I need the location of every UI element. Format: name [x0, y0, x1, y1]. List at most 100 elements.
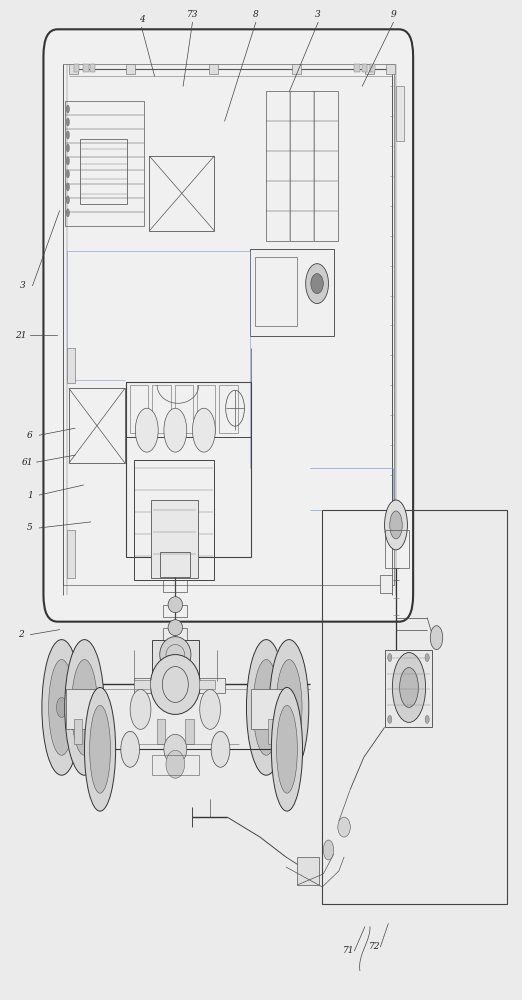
- Bar: [126, 382, 251, 437]
- Bar: [298, 857, 319, 885]
- Bar: [219, 385, 238, 433]
- Text: 1: 1: [27, 491, 33, 500]
- Bar: [209, 64, 218, 74]
- Bar: [67, 348, 75, 383]
- Bar: [134, 680, 150, 689]
- Ellipse shape: [393, 653, 425, 722]
- Text: 2: 2: [18, 630, 24, 639]
- Ellipse shape: [211, 731, 230, 767]
- Ellipse shape: [56, 697, 67, 717]
- Bar: [250, 249, 334, 336]
- Bar: [67, 530, 75, 578]
- Ellipse shape: [42, 640, 81, 775]
- Ellipse shape: [306, 264, 328, 304]
- Ellipse shape: [66, 183, 69, 191]
- Ellipse shape: [66, 170, 69, 178]
- Bar: [151, 500, 198, 578]
- Bar: [163, 628, 187, 640]
- Ellipse shape: [85, 687, 115, 811]
- Ellipse shape: [338, 817, 350, 837]
- Ellipse shape: [400, 668, 418, 707]
- Bar: [74, 64, 79, 72]
- Ellipse shape: [66, 196, 69, 204]
- Text: 72: 72: [369, 942, 380, 951]
- Ellipse shape: [79, 697, 90, 717]
- Text: 3: 3: [20, 281, 26, 290]
- Bar: [80, 139, 127, 204]
- Bar: [370, 64, 375, 72]
- Bar: [322, 510, 506, 904]
- Bar: [251, 689, 284, 729]
- Ellipse shape: [425, 654, 429, 662]
- Ellipse shape: [66, 209, 69, 217]
- Ellipse shape: [135, 408, 158, 452]
- Bar: [84, 64, 89, 72]
- Bar: [163, 580, 187, 592]
- Ellipse shape: [150, 655, 200, 714]
- Bar: [362, 64, 367, 72]
- Text: 61: 61: [21, 458, 33, 467]
- Bar: [152, 755, 199, 775]
- Ellipse shape: [130, 689, 151, 729]
- Ellipse shape: [164, 734, 187, 764]
- Ellipse shape: [323, 840, 334, 860]
- Bar: [152, 640, 199, 681]
- Bar: [130, 385, 148, 433]
- Bar: [63, 64, 394, 585]
- Bar: [69, 64, 78, 74]
- Bar: [255, 257, 298, 326]
- Bar: [160, 552, 190, 577]
- Ellipse shape: [276, 660, 302, 755]
- Ellipse shape: [425, 715, 429, 723]
- Ellipse shape: [269, 640, 309, 775]
- Ellipse shape: [66, 118, 69, 126]
- Ellipse shape: [90, 705, 111, 793]
- Bar: [175, 385, 193, 433]
- Ellipse shape: [193, 408, 215, 452]
- Ellipse shape: [168, 597, 183, 613]
- Ellipse shape: [66, 131, 69, 139]
- Ellipse shape: [164, 408, 187, 452]
- Ellipse shape: [385, 500, 407, 550]
- Ellipse shape: [166, 750, 185, 778]
- Ellipse shape: [390, 511, 402, 539]
- Bar: [74, 719, 82, 744]
- Ellipse shape: [168, 620, 183, 636]
- Ellipse shape: [200, 689, 220, 729]
- Bar: [292, 64, 302, 74]
- Text: 71: 71: [342, 946, 354, 955]
- Text: 5: 5: [27, 523, 33, 532]
- Bar: [386, 64, 395, 74]
- Text: 6: 6: [27, 431, 33, 440]
- Bar: [365, 64, 374, 74]
- Ellipse shape: [66, 105, 69, 113]
- Text: 8: 8: [253, 10, 259, 19]
- Ellipse shape: [311, 274, 323, 294]
- Bar: [385, 650, 432, 727]
- Bar: [134, 460, 214, 580]
- Text: 73: 73: [187, 10, 198, 19]
- Bar: [69, 388, 125, 463]
- Ellipse shape: [72, 660, 98, 755]
- Ellipse shape: [66, 157, 69, 165]
- Ellipse shape: [66, 144, 69, 152]
- Ellipse shape: [65, 640, 104, 775]
- Bar: [354, 64, 360, 72]
- Bar: [149, 156, 214, 231]
- Ellipse shape: [246, 640, 286, 775]
- Bar: [185, 719, 194, 744]
- Ellipse shape: [261, 697, 271, 717]
- Ellipse shape: [388, 715, 392, 723]
- Bar: [268, 719, 277, 744]
- Ellipse shape: [284, 697, 294, 717]
- Ellipse shape: [253, 660, 279, 755]
- Bar: [90, 64, 95, 72]
- FancyBboxPatch shape: [43, 29, 413, 622]
- Text: 9: 9: [390, 10, 396, 19]
- Ellipse shape: [277, 705, 298, 793]
- Text: 3: 3: [315, 10, 321, 19]
- Ellipse shape: [49, 660, 75, 755]
- Bar: [266, 91, 338, 241]
- Bar: [126, 382, 251, 557]
- Text: 4: 4: [139, 15, 145, 24]
